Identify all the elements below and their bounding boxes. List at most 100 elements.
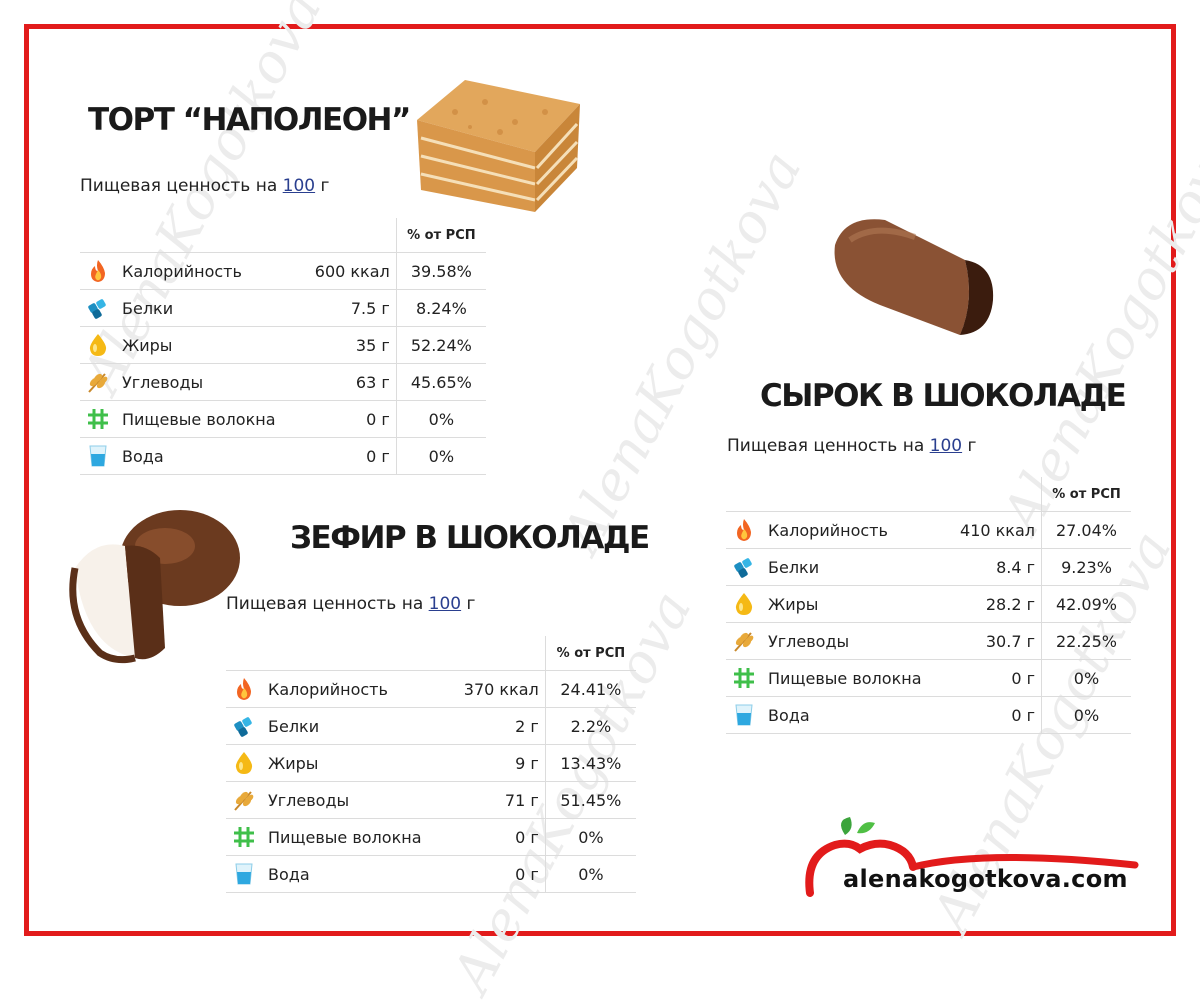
water-glass-icon bbox=[226, 855, 262, 893]
header-blank bbox=[226, 636, 546, 671]
table-row: Вода 0 г 0% bbox=[726, 696, 1131, 734]
nutrient-percent: 27.04% bbox=[1041, 511, 1131, 549]
nutrient-label: Пищевые волокна bbox=[116, 400, 300, 438]
fat-drop-icon bbox=[726, 585, 762, 623]
nutrient-label: Вода bbox=[116, 437, 300, 475]
nutrient-label: Углеводы bbox=[762, 622, 945, 660]
nutrient-label: Углеводы bbox=[262, 781, 448, 819]
nutrient-label: Калорийность bbox=[762, 511, 945, 549]
serving-amount-link[interactable]: 100 bbox=[428, 594, 462, 614]
nutrient-percent: 0% bbox=[1041, 696, 1131, 734]
table-row: Пищевые волокна 0 г 0% bbox=[726, 659, 1131, 697]
percent-column-header: % от РСП bbox=[544, 636, 636, 671]
table-row: Вода 0 г 0% bbox=[80, 437, 486, 475]
table-row: Углеводы 71 г 51.45% bbox=[226, 781, 636, 819]
fiber-grid-icon bbox=[726, 659, 762, 697]
nutrient-amount: 0 г bbox=[944, 659, 1042, 697]
nutrient-amount: 35 г bbox=[299, 326, 397, 364]
nutrition-subtitle: Пищевая ценность на 100 г bbox=[226, 594, 475, 614]
subtitle-prefix: Пищевая ценность на bbox=[727, 436, 925, 456]
table-row: Пищевые волокна 0 г 0% bbox=[226, 818, 636, 856]
nutrient-percent: 0% bbox=[1041, 659, 1131, 697]
fire-icon bbox=[226, 670, 262, 708]
nutrient-amount: 63 г bbox=[299, 363, 397, 401]
nutrient-percent: 8.24% bbox=[396, 289, 486, 327]
table-row: Углеводы 30.7 г 22.25% bbox=[726, 622, 1131, 660]
nutrition-table-napoleon: % от РСП Калорийность 600 ккал 39.58% Белки 7… bbox=[80, 218, 486, 475]
nutrient-amount: 0 г bbox=[447, 818, 546, 856]
nutrient-label: Жиры bbox=[116, 326, 300, 364]
nutrient-amount: 370 ккал bbox=[447, 670, 546, 708]
table-row: Калорийность 370 ккал 24.41% bbox=[226, 670, 636, 708]
percent-column-header: % от РСП bbox=[1041, 477, 1131, 512]
water-glass-icon bbox=[80, 437, 116, 475]
nutrient-amount: 71 г bbox=[447, 781, 546, 819]
nutrient-label: Калорийность bbox=[262, 670, 448, 708]
fire-icon bbox=[726, 511, 762, 549]
nutrient-label: Углеводы bbox=[116, 363, 300, 401]
nutrient-amount: 0 г bbox=[447, 855, 546, 893]
nutrient-percent: 51.45% bbox=[545, 781, 636, 819]
serving-amount-link[interactable]: 100 bbox=[282, 176, 316, 196]
fat-drop-icon bbox=[80, 326, 116, 364]
nutrient-percent: 0% bbox=[396, 400, 486, 438]
table-header-row: % от РСП bbox=[226, 636, 636, 671]
header-blank bbox=[726, 477, 1042, 512]
brand-site-text[interactable]: alenakogotkova.com bbox=[843, 865, 1128, 893]
fiber-grid-icon bbox=[226, 818, 262, 856]
nutrient-percent: 13.43% bbox=[545, 744, 636, 782]
subtitle-prefix: Пищевая ценность на bbox=[80, 176, 278, 196]
table-row: Жиры 9 г 13.43% bbox=[226, 744, 636, 782]
subtitle-prefix: Пищевая ценность на bbox=[226, 594, 424, 614]
wheat-icon bbox=[226, 781, 262, 819]
nutrient-percent: 45.65% bbox=[396, 363, 486, 401]
nutrient-percent: 52.24% bbox=[396, 326, 486, 364]
table-row: Калорийность 410 ккал 27.04% bbox=[726, 511, 1131, 549]
table-row: Углеводы 63 г 45.65% bbox=[80, 363, 486, 401]
nutrition-table-syrok: % от РСП Калорийность 410 ккал 27.04% Белки 8… bbox=[726, 477, 1131, 734]
nutrition-table-zefir: % от РСП Калорийность 370 ккал 24.41% Белки 2… bbox=[226, 636, 636, 893]
table-row: Белки 2 г 2.2% bbox=[226, 707, 636, 745]
apple-logo-icon bbox=[805, 817, 1139, 897]
table-row: Жиры 35 г 52.24% bbox=[80, 326, 486, 364]
nutrition-subtitle: Пищевая ценность на 100 г bbox=[80, 176, 329, 196]
napoleon-cake-image bbox=[417, 80, 580, 212]
nutrient-label: Вода bbox=[762, 696, 945, 734]
nutrient-percent: 39.58% bbox=[396, 252, 486, 290]
nutrient-label: Калорийность bbox=[116, 252, 300, 290]
nutrient-percent: 0% bbox=[545, 818, 636, 856]
fiber-grid-icon bbox=[80, 400, 116, 438]
protein-icon bbox=[726, 548, 762, 586]
brand-logo: alenakogotkova.com bbox=[805, 815, 1145, 905]
nutrient-label: Жиры bbox=[262, 744, 448, 782]
fire-icon bbox=[80, 252, 116, 290]
syrok-image bbox=[834, 219, 994, 335]
subtitle-unit: г bbox=[320, 176, 330, 196]
nutrient-percent: 9.23% bbox=[1041, 548, 1131, 586]
nutrient-amount: 0 г bbox=[944, 696, 1042, 734]
nutrient-amount: 0 г bbox=[299, 437, 397, 475]
nutrient-amount: 2 г bbox=[447, 707, 546, 745]
table-row: Пищевые волокна 0 г 0% bbox=[80, 400, 486, 438]
nutrient-percent: 2.2% bbox=[545, 707, 636, 745]
table-row: Белки 8.4 г 9.23% bbox=[726, 548, 1131, 586]
nutrient-amount: 0 г bbox=[299, 400, 397, 438]
table-row: Вода 0 г 0% bbox=[226, 855, 636, 893]
serving-amount-link[interactable]: 100 bbox=[929, 436, 963, 456]
fat-drop-icon bbox=[226, 744, 262, 782]
table-row: Калорийность 600 ккал 39.58% bbox=[80, 252, 486, 290]
nutrition-subtitle: Пищевая ценность на 100 г bbox=[727, 436, 976, 456]
percent-column-header: % от РСП bbox=[395, 218, 486, 253]
table-header-row: % от РСП bbox=[726, 477, 1131, 512]
nutrient-amount: 28.2 г bbox=[944, 585, 1042, 623]
nutrient-amount: 600 ккал bbox=[299, 252, 397, 290]
nutrient-label: Жиры bbox=[762, 585, 945, 623]
section-title-syrok: СЫРОК В ШОКОЛАДЕ bbox=[760, 378, 1127, 414]
nutrient-amount: 7.5 г bbox=[299, 289, 397, 327]
nutrient-label: Белки bbox=[116, 289, 300, 327]
nutrient-amount: 8.4 г bbox=[944, 548, 1042, 586]
nutrient-label: Белки bbox=[762, 548, 945, 586]
header-blank bbox=[80, 218, 397, 253]
nutrient-label: Вода bbox=[262, 855, 448, 893]
page-frame bbox=[24, 24, 1176, 936]
